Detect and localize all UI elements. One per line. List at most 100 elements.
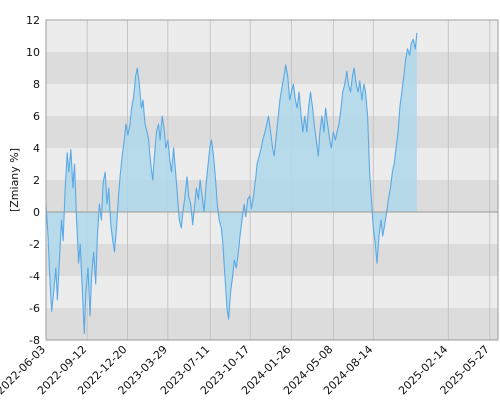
data-point-53 [147,131,148,132]
data-point-120 [274,155,275,156]
y-tick-label--4: -4 [29,270,40,283]
data-point-121 [276,135,277,136]
data-point-58 [156,131,157,132]
data-point-128 [289,99,290,100]
data-point-76 [190,203,191,204]
data-point-3 [51,311,52,312]
data-point-8 [61,219,62,220]
data-point-123 [279,99,280,100]
data-point-78 [194,207,195,208]
data-point-108 [251,208,252,209]
data-point-135 [302,131,303,132]
data-point-151 [333,131,334,132]
data-point-39 [120,175,121,176]
data-point-20 [84,333,85,334]
data-point-147 [325,107,326,108]
data-point-184 [396,147,397,148]
data-point-95 [226,307,227,308]
data-point-25 [93,251,94,252]
data-point-156 [342,91,343,92]
data-point-71 [181,227,182,228]
data-point-173 [375,243,376,244]
series-line [45,32,418,335]
data-point-119 [272,147,273,148]
series-area [46,32,417,334]
data-point-33 [108,187,109,188]
data-point-43 [127,135,128,136]
data-point-65 [169,160,170,161]
data-point-36 [114,251,115,252]
data-point-191 [409,55,410,56]
data-point-24 [91,275,92,276]
data-point-66 [171,171,172,172]
data-point-87 [211,139,212,140]
plot-frame [45,19,499,341]
data-point-98 [232,275,233,276]
data-point-79 [196,187,197,188]
data-point-118 [270,131,271,132]
data-point-13 [70,149,71,150]
y-tick-label-4: 4 [33,142,40,155]
data-point-140 [312,107,313,108]
band--4--2 [46,244,498,276]
data-point-195 [416,32,417,33]
data-point-190 [407,48,408,49]
data-point-49 [139,83,140,84]
data-point-111 [257,163,258,164]
data-point-64 [167,139,168,140]
data-point-6 [57,299,58,300]
data-point-185 [398,131,399,132]
data-point-137 [306,131,307,132]
data-point-161 [352,75,353,76]
band-10-12 [46,20,498,52]
data-point-10 [65,187,66,188]
data-point-154 [338,123,339,124]
data-point-104 [244,203,245,204]
band--6--4 [46,276,498,308]
data-point-5 [55,267,56,268]
data-point-23 [89,315,90,316]
data-point-126 [285,64,286,65]
data-point-102 [239,235,240,236]
data-point-17 [78,263,79,264]
y-tick-labels: -8 -6 -4 -2 0 2 4 6 8 10 12 [26,14,40,347]
data-point-84 [205,187,206,188]
data-point-45 [131,107,132,108]
data-point-146 [323,131,324,132]
data-point-73 [184,195,185,196]
data-point-134 [301,115,302,116]
data-point-46 [133,96,134,97]
data-point-48 [137,67,138,68]
data-point-75 [188,195,189,196]
data-point-138 [308,107,309,108]
data-point-97 [230,291,231,292]
data-point-70 [179,219,180,220]
data-point-37 [116,227,117,228]
data-point-63 [165,147,166,148]
data-point-85 [207,167,208,168]
band--8--6 [46,308,498,340]
data-point-115 [264,131,265,132]
data-point-94 [224,275,225,276]
data-point-26 [95,283,96,284]
data-point-176 [380,219,381,220]
data-point-15 [74,163,75,164]
data-point-88 [213,155,214,156]
data-point-74 [186,176,187,177]
data-point-132 [297,107,298,108]
y-tick-label-2: 2 [33,174,40,187]
data-point-110 [255,179,256,180]
data-point-130 [293,83,294,84]
data-point-93 [222,243,223,244]
data-point-165 [359,80,360,81]
data-point-117 [268,115,269,116]
data-point-4 [53,291,54,292]
data-point-177 [382,235,383,236]
data-point-47 [135,75,136,76]
data-point-125 [283,75,284,76]
data-point-55 [150,163,151,164]
band-8-10 [46,52,498,84]
data-point-77 [192,224,193,225]
data-point-2 [50,283,51,284]
